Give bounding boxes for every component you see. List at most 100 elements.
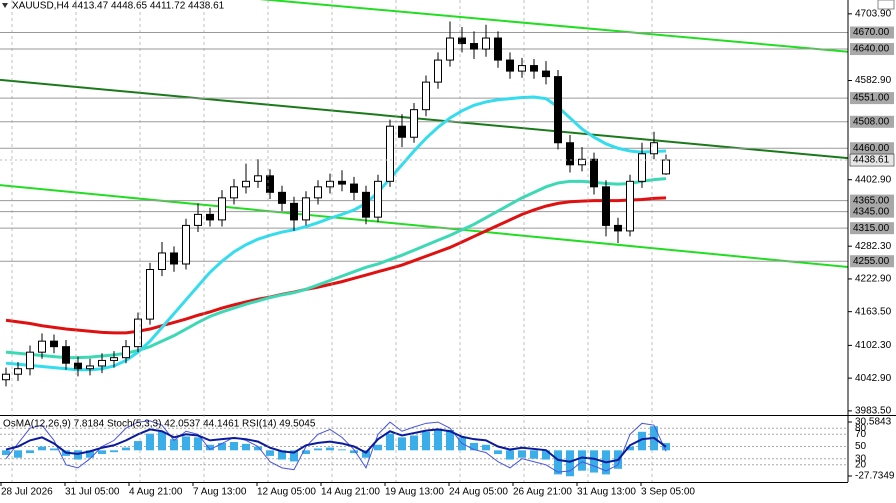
time-label: 31 Aug 13:00 (577, 487, 636, 498)
y-tick-label: 4042.90 (855, 373, 892, 384)
level-tag: 4365.00 (853, 195, 890, 206)
candle-body (554, 76, 562, 144)
osma-bar (86, 450, 94, 458)
level-tag-bg (850, 205, 894, 218)
trendline (0, 184, 848, 269)
osma-bar (530, 450, 538, 459)
osma-bar (566, 450, 574, 477)
candle-body (326, 180, 334, 188)
candle-body (194, 213, 202, 226)
level-tag: 4255.00 (853, 256, 890, 267)
indicator-label: OsMA(12,26,9) 7.8184 Stoch(5,3,3) 42.053… (3, 419, 316, 430)
osma-bar (230, 441, 238, 451)
osma-bar (554, 450, 562, 475)
candle-body (290, 202, 298, 221)
candle-body (206, 213, 214, 221)
osma-bar (254, 446, 262, 451)
candle-body (278, 191, 286, 204)
candle-body (650, 142, 658, 155)
osma-bar (134, 441, 142, 451)
candle-body (158, 252, 166, 271)
osma-bar (350, 450, 358, 454)
osma-bar (242, 443, 250, 451)
osma-bar (50, 448, 58, 451)
osma-bar (182, 436, 190, 451)
y-tick-label: 4282.30 (855, 241, 892, 252)
time-label: 4 Aug 21:00 (129, 487, 183, 498)
moving-average (5, 177, 667, 360)
candle-body (50, 340, 58, 348)
candle-body (626, 180, 634, 232)
osma-bar (38, 446, 46, 451)
candle-body (2, 373, 10, 381)
osma-bar (314, 448, 322, 451)
candle-body (86, 365, 94, 370)
candle-body (506, 59, 514, 72)
candle-body (494, 37, 502, 61)
y-tick-label: 4102.30 (855, 340, 892, 351)
y-tick-label: 3983.50 (855, 406, 892, 417)
osc-level-label: 20 (855, 459, 867, 470)
candle-body (422, 81, 430, 111)
level-tag: 4315.00 (853, 223, 890, 234)
candle-body (590, 158, 598, 188)
osc-level-label: 70 (855, 429, 867, 440)
current-price-tag: 4438.61 (853, 155, 890, 166)
candle-body (614, 224, 622, 232)
osma-bar (446, 429, 454, 451)
candle-body (374, 180, 382, 218)
candle-body (386, 125, 394, 182)
level-tag: 4551.00 (853, 93, 890, 104)
candle-body (170, 252, 178, 265)
trendline (0, 78, 848, 160)
osma-bar (218, 442, 226, 451)
osc-level-label: 30 (855, 453, 867, 464)
candle-body (266, 175, 274, 193)
candle-body (470, 43, 478, 50)
level-tag-bg (850, 115, 894, 128)
osma-bar (542, 450, 550, 460)
osma-bar (626, 446, 634, 451)
osma-bar (410, 435, 418, 451)
chart-title: XAUUSD,H4 4413.47 4448.65 4411.72 4438.6… (12, 1, 225, 12)
level-tag-bg (850, 92, 894, 105)
candle-body (134, 318, 142, 348)
osma-bar (470, 442, 478, 451)
level-tag: 4460.00 (853, 143, 890, 154)
candle-body (530, 65, 538, 72)
osma-bar (194, 437, 202, 451)
level-tag-bg (850, 255, 894, 268)
osma-bar (110, 450, 118, 453)
trendline (259, 0, 848, 53)
level-tag-bg (850, 222, 894, 235)
y-tick-label: 4163.50 (855, 306, 892, 317)
time-label: 31 Jul 05:00 (65, 487, 120, 498)
osma-bar (266, 450, 274, 456)
osma-bar (518, 450, 526, 458)
candle-body (74, 362, 82, 370)
time-label: 14 Aug 21:00 (321, 487, 380, 498)
osma-bar (638, 431, 646, 451)
time-label: 19 Aug 13:00 (385, 487, 444, 498)
osma-bar (14, 450, 22, 458)
osc-level-label: 50 (855, 441, 867, 452)
window-button[interactable] (877, 0, 895, 10)
candle-body (662, 159, 670, 175)
y-tick-label: 4703.90 (855, 8, 892, 19)
candle-body (26, 351, 34, 370)
level-tag: 4345.00 (853, 206, 890, 217)
candle-body (638, 153, 646, 182)
candle-body (122, 346, 130, 359)
candle-body (14, 368, 22, 375)
candle-body (602, 186, 610, 226)
osma-bar (26, 450, 34, 454)
osma-bar (206, 444, 214, 451)
candle-body (446, 37, 454, 61)
candle-body (362, 191, 370, 218)
candle-body (182, 224, 190, 265)
osma-bar (326, 447, 334, 451)
candle-body (254, 175, 262, 182)
level-tag-bg (850, 26, 894, 39)
